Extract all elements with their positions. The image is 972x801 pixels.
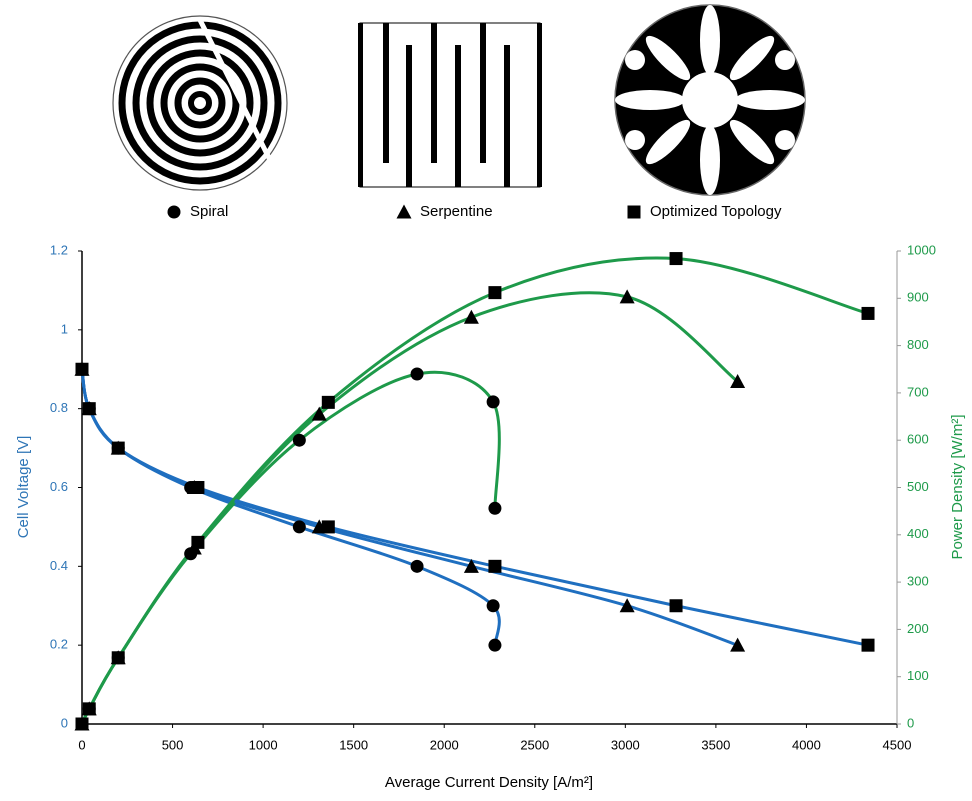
y2-tick-label: 200 <box>907 621 929 636</box>
y2-tick-label: 800 <box>907 337 929 352</box>
x-tick-label: 4500 <box>883 737 912 752</box>
voltage-point <box>488 560 501 573</box>
legend-label: Optimized Topology <box>650 203 782 220</box>
y-tick-label: 0.2 <box>50 637 68 652</box>
power-point <box>670 252 683 265</box>
y2-tick-label: 300 <box>907 574 929 589</box>
x-tick-label: 3000 <box>611 737 640 752</box>
y-tick-label: 1.2 <box>50 242 68 257</box>
y-tick-label: 0.4 <box>50 558 68 573</box>
y2-tick-label: 600 <box>907 432 929 447</box>
x-tick-label: 0 <box>78 737 85 752</box>
voltage-line <box>82 369 868 645</box>
serpentine-picture <box>358 23 542 187</box>
legend-marker <box>168 206 181 219</box>
power-point <box>411 367 424 380</box>
power-line <box>82 293 738 724</box>
legend-label: Serpentine <box>420 203 493 220</box>
x-tick-label: 4000 <box>792 737 821 752</box>
y-tick-label: 0 <box>61 715 68 730</box>
power-point <box>488 286 501 299</box>
voltage-point <box>191 481 204 494</box>
power-point <box>76 718 89 731</box>
x-tick-label: 1500 <box>339 737 368 752</box>
voltage-point <box>862 639 875 652</box>
voltage-point <box>488 639 501 652</box>
voltage-point <box>487 599 500 612</box>
voltage-line <box>82 369 499 645</box>
y2-tick-label: 400 <box>907 526 929 541</box>
y2-tick-label: 700 <box>907 384 929 399</box>
x-tick-label: 1000 <box>249 737 278 752</box>
legend-marker <box>397 205 412 219</box>
power-line <box>82 372 499 724</box>
x-tick-label: 2500 <box>520 737 549 752</box>
voltage-point <box>670 599 683 612</box>
y-tick-label: 0.6 <box>50 479 68 494</box>
topology-picture <box>615 5 805 195</box>
voltage-line <box>82 369 738 645</box>
spiral-picture <box>113 16 287 190</box>
y2-axis-title: Power Density [W/m²] <box>949 414 966 559</box>
power-point <box>293 434 306 447</box>
y-tick-label: 0.8 <box>50 400 68 415</box>
chart: Average Current Density [A/m²] Cell Volt… <box>0 0 972 796</box>
y2-tick-label: 1000 <box>907 242 936 257</box>
y2-tick-label: 500 <box>907 479 929 494</box>
y2-tick-label: 0 <box>907 715 914 730</box>
power-point <box>487 395 500 408</box>
power-point <box>322 396 335 409</box>
power-point <box>112 651 125 664</box>
x-tick-label: 500 <box>162 737 184 752</box>
x-tick-label: 3500 <box>701 737 730 752</box>
voltage-point <box>83 402 96 415</box>
power-point <box>862 307 875 320</box>
y2-tick-label: 100 <box>907 668 929 683</box>
voltage-point <box>112 442 125 455</box>
voltage-point <box>411 560 424 573</box>
power-point <box>83 702 96 715</box>
power-point <box>191 536 204 549</box>
y-tick-label: 1 <box>61 321 68 336</box>
voltage-point <box>76 363 89 376</box>
voltage-point <box>322 520 335 533</box>
y-axis-title: Cell Voltage [V] <box>15 436 32 539</box>
x-tick-label: 2000 <box>430 737 459 752</box>
y2-tick-label: 900 <box>907 290 929 305</box>
x-axis-title: Average Current Density [A/m²] <box>385 774 593 791</box>
page: {"chart_data": {"type": "line", "xlabel"… <box>0 0 972 801</box>
legend-marker <box>628 206 641 219</box>
power-point <box>488 502 501 515</box>
voltage-point <box>293 520 306 533</box>
legend-label: Spiral <box>190 203 228 220</box>
